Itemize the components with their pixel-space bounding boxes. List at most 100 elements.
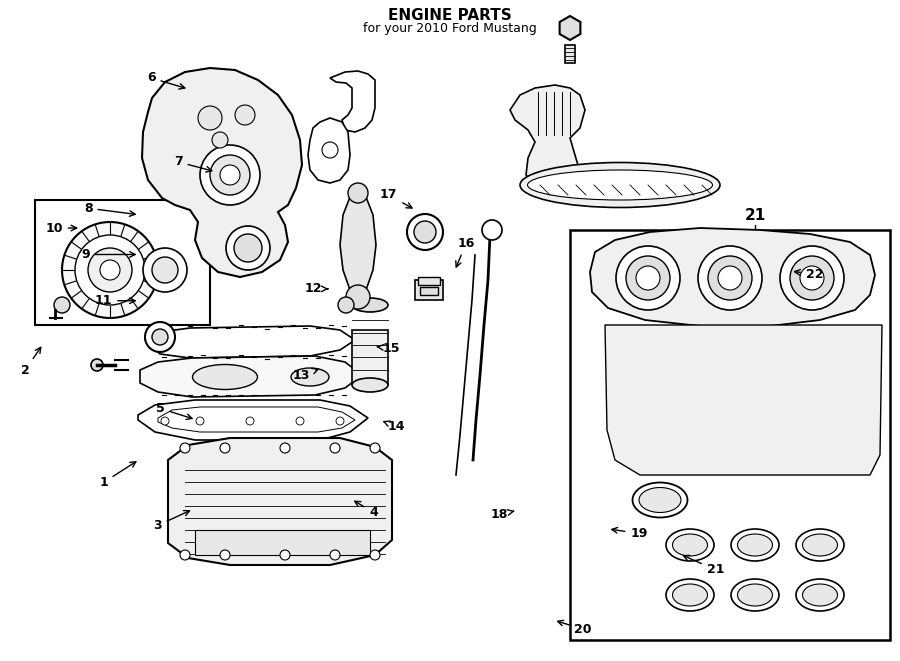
Circle shape (196, 417, 204, 425)
Polygon shape (330, 71, 375, 132)
Text: 2: 2 (21, 347, 40, 377)
Polygon shape (340, 197, 376, 290)
Polygon shape (138, 400, 368, 440)
Text: 13: 13 (292, 368, 319, 382)
Bar (570, 230, 890, 640)
Ellipse shape (639, 488, 681, 512)
Text: 7: 7 (174, 155, 212, 172)
Circle shape (100, 260, 120, 280)
Ellipse shape (672, 534, 707, 556)
Circle shape (220, 443, 230, 453)
Polygon shape (145, 326, 355, 358)
Text: 16: 16 (455, 237, 475, 267)
Circle shape (370, 550, 380, 560)
Circle shape (636, 266, 660, 290)
Circle shape (220, 165, 240, 185)
Text: for your 2010 Ford Mustang: for your 2010 Ford Mustang (363, 22, 537, 35)
Text: 5: 5 (156, 402, 192, 420)
Circle shape (348, 183, 368, 203)
Circle shape (482, 220, 502, 240)
Ellipse shape (527, 170, 713, 200)
Text: 21: 21 (744, 208, 766, 223)
Circle shape (210, 155, 250, 195)
Circle shape (414, 221, 436, 243)
Bar (35, 200, 210, 325)
Circle shape (152, 257, 178, 283)
Circle shape (322, 142, 338, 158)
Circle shape (246, 417, 254, 425)
Text: 21: 21 (683, 555, 724, 576)
Text: 15: 15 (377, 342, 400, 355)
Bar (565, 45, 575, 63)
Circle shape (91, 359, 103, 371)
Circle shape (280, 550, 290, 560)
Circle shape (180, 550, 190, 560)
Circle shape (330, 443, 340, 453)
Circle shape (370, 443, 380, 453)
Circle shape (226, 226, 270, 270)
Circle shape (407, 214, 443, 250)
Circle shape (708, 256, 752, 300)
Circle shape (330, 550, 340, 560)
Circle shape (143, 248, 187, 292)
Circle shape (800, 266, 824, 290)
Circle shape (75, 235, 145, 305)
Polygon shape (140, 356, 362, 397)
Ellipse shape (520, 163, 720, 208)
Ellipse shape (352, 298, 388, 312)
Ellipse shape (731, 579, 779, 611)
Circle shape (718, 266, 742, 290)
Circle shape (338, 297, 354, 313)
Polygon shape (590, 228, 875, 326)
Ellipse shape (796, 529, 844, 561)
Circle shape (200, 145, 260, 205)
Circle shape (54, 297, 70, 313)
Ellipse shape (672, 584, 707, 606)
Text: 19: 19 (612, 527, 648, 540)
Circle shape (212, 132, 228, 148)
Ellipse shape (352, 378, 388, 392)
Ellipse shape (796, 579, 844, 611)
Polygon shape (142, 68, 302, 277)
Text: 14: 14 (383, 420, 405, 433)
Circle shape (234, 234, 262, 262)
Polygon shape (158, 407, 355, 432)
Text: 4: 4 (355, 501, 378, 519)
Polygon shape (560, 16, 580, 40)
Bar (415, 280, 443, 300)
Text: 6: 6 (147, 71, 184, 89)
Circle shape (152, 329, 168, 345)
Circle shape (180, 443, 190, 453)
Text: 18: 18 (491, 508, 514, 521)
Ellipse shape (737, 534, 772, 556)
Bar (418, 277, 440, 285)
Polygon shape (168, 438, 392, 565)
Polygon shape (308, 118, 350, 183)
Text: 22: 22 (795, 268, 824, 281)
Ellipse shape (731, 529, 779, 561)
Ellipse shape (666, 579, 714, 611)
Circle shape (198, 106, 222, 130)
Bar (352, 330, 388, 385)
Polygon shape (605, 325, 882, 475)
Ellipse shape (633, 483, 688, 518)
Text: 20: 20 (558, 620, 592, 636)
Circle shape (790, 256, 834, 300)
Text: 10: 10 (45, 221, 76, 235)
Text: 8: 8 (84, 202, 135, 216)
Circle shape (220, 550, 230, 560)
Circle shape (346, 285, 370, 309)
Text: 1: 1 (99, 462, 136, 489)
Bar (420, 287, 438, 295)
Ellipse shape (737, 584, 772, 606)
Circle shape (616, 246, 680, 310)
Circle shape (235, 105, 255, 125)
Circle shape (62, 222, 158, 318)
Bar (195, 530, 370, 555)
Ellipse shape (803, 584, 838, 606)
Circle shape (161, 417, 169, 425)
Text: 12: 12 (304, 282, 328, 295)
Circle shape (88, 248, 132, 292)
Text: 3: 3 (153, 510, 190, 532)
Circle shape (280, 443, 290, 453)
